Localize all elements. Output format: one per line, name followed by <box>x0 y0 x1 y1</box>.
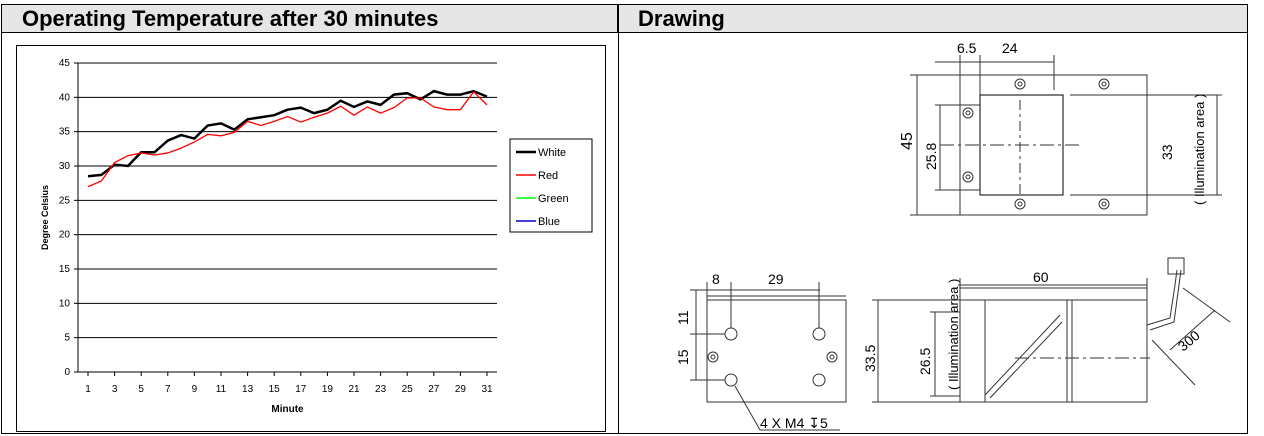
hole-1 <box>962 107 974 119</box>
column-divider <box>618 5 619 433</box>
x-tick-label: 21 <box>348 384 360 395</box>
series-line-red <box>87 90 488 188</box>
x-tick-label: 11 <box>216 384 227 395</box>
top-view-window <box>979 94 1064 196</box>
y-tick-label: 5 <box>64 333 70 344</box>
front-hole-2 <box>724 373 738 387</box>
legend-label-red: Red <box>538 170 558 182</box>
dim-300: 300 <box>1175 327 1203 354</box>
x-tick-label: 7 <box>165 384 171 395</box>
x-tick-label: 9 <box>192 384 198 395</box>
front-hole-4 <box>812 373 826 387</box>
x-tick-label: 25 <box>402 384 414 395</box>
dim-33-5: 33.5 <box>862 345 878 372</box>
dim-6-5: 6.5 <box>957 40 977 56</box>
x-tick-label: 19 <box>322 384 334 395</box>
screw-note: 4 X M4 ↧5 <box>760 415 828 431</box>
front-view-body <box>706 299 847 403</box>
x-axis-label: Minute <box>271 404 304 415</box>
x-tick-label: 15 <box>269 384 281 395</box>
dim-26-5: 26.5 <box>917 348 933 375</box>
technical-drawing: 6.5 24 45 25.8 33 ( Illumination area ) … <box>675 40 1231 431</box>
y-tick-label: 40 <box>59 92 71 103</box>
y-tick-label: 15 <box>59 264 71 275</box>
legend-label-green: Green <box>538 193 569 205</box>
x-tick-label: 23 <box>375 384 387 395</box>
header-operating-temperature: Operating Temperature after 30 minutes <box>2 5 618 33</box>
x-tick-label: 31 <box>481 384 493 395</box>
y-axis-label: Degree Celsius <box>40 185 50 250</box>
y-tick-label: 30 <box>59 161 71 172</box>
x-tick-label: 5 <box>138 384 144 395</box>
y-tick-label: 10 <box>59 298 71 309</box>
illum-label-side: ( Illumination area ) <box>946 279 961 390</box>
y-tick-label: 0 <box>64 367 70 378</box>
dim-15: 15 <box>675 349 691 365</box>
dim-45: 45 <box>899 132 916 150</box>
temperature-chart: 0 5 10 15 20 25 30 35 40 45 1 3 5 7 9 11 13 15 17 19 21 23 25 2… <box>16 45 606 432</box>
y-tick-label: 45 <box>59 58 71 69</box>
dim-24: 24 <box>1002 40 1018 56</box>
x-tick-label: 29 <box>455 384 467 395</box>
x-tick-label: 27 <box>428 384 440 395</box>
dim-29: 29 <box>768 271 784 287</box>
x-tick-label: 17 <box>295 384 307 395</box>
dim-60: 60 <box>1033 269 1049 285</box>
legend <box>509 138 593 233</box>
side-view-body <box>959 299 1148 403</box>
dim-33: 33 <box>1159 144 1175 160</box>
series-line-white <box>87 89 488 178</box>
header-drawing: Drawing <box>618 5 1247 33</box>
x-tick-label: 1 <box>85 384 91 395</box>
hole-6 <box>1098 198 1110 210</box>
hole-2 <box>962 171 974 183</box>
front-hole-1 <box>724 327 738 341</box>
hole-4 <box>1014 198 1026 210</box>
x-tick-label: 3 <box>112 384 118 395</box>
spec-table: Operating Temperature after 30 minutes D… <box>1 4 1248 434</box>
front-hole-3 <box>812 327 826 341</box>
connector <box>1167 257 1185 275</box>
dim-11: 11 <box>675 310 691 325</box>
legend-label-blue: Blue <box>538 216 560 228</box>
x-tick-label: 13 <box>242 384 254 395</box>
illum-label-top: ( Illumination area ) <box>1192 94 1207 205</box>
hole-3 <box>1014 78 1026 90</box>
hole-5 <box>1098 78 1110 90</box>
dim-8: 8 <box>712 271 720 287</box>
y-tick-label: 20 <box>59 230 71 241</box>
y-tick-label: 25 <box>59 195 71 206</box>
legend-label-white: White <box>538 147 566 159</box>
cable <box>1146 269 1178 326</box>
dim-25-8: 25.8 <box>923 143 939 170</box>
y-tick-label: 35 <box>59 127 71 138</box>
